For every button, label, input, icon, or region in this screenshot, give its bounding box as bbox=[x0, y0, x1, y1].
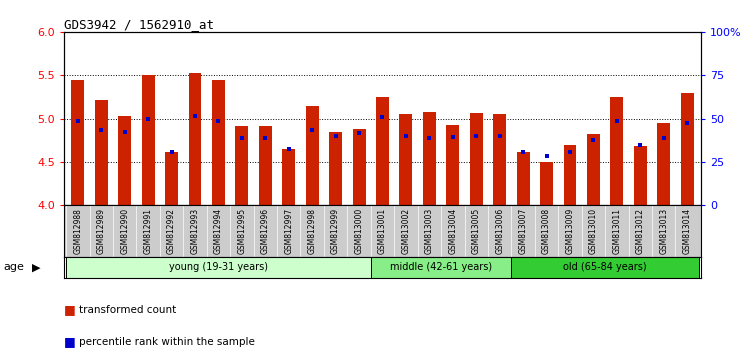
Bar bbox=[71, 80, 84, 205]
Bar bbox=[142, 75, 154, 205]
Bar bbox=[517, 152, 530, 205]
Text: GSM813011: GSM813011 bbox=[612, 208, 621, 254]
Bar bbox=[259, 126, 272, 205]
Bar bbox=[657, 123, 670, 205]
Bar bbox=[610, 97, 623, 205]
Bar bbox=[681, 93, 694, 205]
Text: GSM813010: GSM813010 bbox=[589, 208, 598, 254]
Text: GSM812993: GSM812993 bbox=[190, 208, 200, 254]
Bar bbox=[188, 74, 202, 205]
Text: GSM812997: GSM812997 bbox=[284, 208, 293, 254]
Text: GSM812998: GSM812998 bbox=[308, 208, 316, 254]
Bar bbox=[634, 146, 646, 205]
Text: GSM813007: GSM813007 bbox=[519, 208, 528, 254]
Bar bbox=[94, 99, 108, 205]
Text: GSM813012: GSM813012 bbox=[636, 208, 645, 254]
Bar bbox=[370, 257, 512, 278]
Bar bbox=[329, 132, 342, 205]
Text: GSM813008: GSM813008 bbox=[542, 208, 551, 254]
Text: GSM813000: GSM813000 bbox=[355, 208, 364, 254]
Bar bbox=[470, 113, 483, 205]
Text: young (19-31 years): young (19-31 years) bbox=[169, 262, 268, 272]
Text: GSM812999: GSM812999 bbox=[331, 208, 340, 254]
Bar bbox=[423, 112, 436, 205]
Text: GSM813006: GSM813006 bbox=[495, 208, 504, 254]
Bar bbox=[512, 257, 699, 278]
Text: GSM813001: GSM813001 bbox=[378, 208, 387, 254]
Text: GSM812990: GSM812990 bbox=[120, 208, 129, 254]
Bar bbox=[282, 149, 296, 205]
Text: GSM813003: GSM813003 bbox=[424, 208, 433, 254]
Bar bbox=[446, 125, 459, 205]
Bar bbox=[165, 152, 178, 205]
Text: GSM813005: GSM813005 bbox=[472, 208, 481, 254]
Text: ■: ■ bbox=[64, 335, 76, 348]
Text: GSM812989: GSM812989 bbox=[97, 208, 106, 254]
Bar bbox=[494, 114, 506, 205]
Bar bbox=[352, 129, 365, 205]
Text: age: age bbox=[4, 262, 25, 272]
Bar bbox=[66, 257, 370, 278]
Text: GSM812994: GSM812994 bbox=[214, 208, 223, 254]
Bar bbox=[376, 97, 389, 205]
Bar bbox=[563, 144, 577, 205]
Text: ■: ■ bbox=[64, 303, 76, 316]
Text: old (65-84 years): old (65-84 years) bbox=[563, 262, 647, 272]
Text: percentile rank within the sample: percentile rank within the sample bbox=[79, 337, 254, 347]
Text: GDS3942 / 1562910_at: GDS3942 / 1562910_at bbox=[64, 18, 214, 31]
Text: ▶: ▶ bbox=[32, 262, 40, 272]
Text: GSM812996: GSM812996 bbox=[261, 208, 270, 254]
Bar bbox=[306, 105, 319, 205]
Text: GSM813013: GSM813013 bbox=[659, 208, 668, 254]
Text: GSM813004: GSM813004 bbox=[448, 208, 458, 254]
Bar bbox=[400, 114, 412, 205]
Text: GSM813002: GSM813002 bbox=[401, 208, 410, 254]
Text: middle (42-61 years): middle (42-61 years) bbox=[390, 262, 492, 272]
Text: GSM812992: GSM812992 bbox=[167, 208, 176, 254]
Text: GSM812988: GSM812988 bbox=[74, 208, 82, 254]
Text: GSM813014: GSM813014 bbox=[682, 208, 692, 254]
Bar bbox=[236, 126, 248, 205]
Bar bbox=[212, 80, 225, 205]
Text: transformed count: transformed count bbox=[79, 305, 176, 315]
Text: GSM812995: GSM812995 bbox=[237, 208, 246, 254]
Bar bbox=[118, 116, 131, 205]
Text: GSM813009: GSM813009 bbox=[566, 208, 574, 254]
Text: GSM812991: GSM812991 bbox=[144, 208, 153, 254]
Bar bbox=[540, 162, 553, 205]
Bar bbox=[587, 134, 600, 205]
